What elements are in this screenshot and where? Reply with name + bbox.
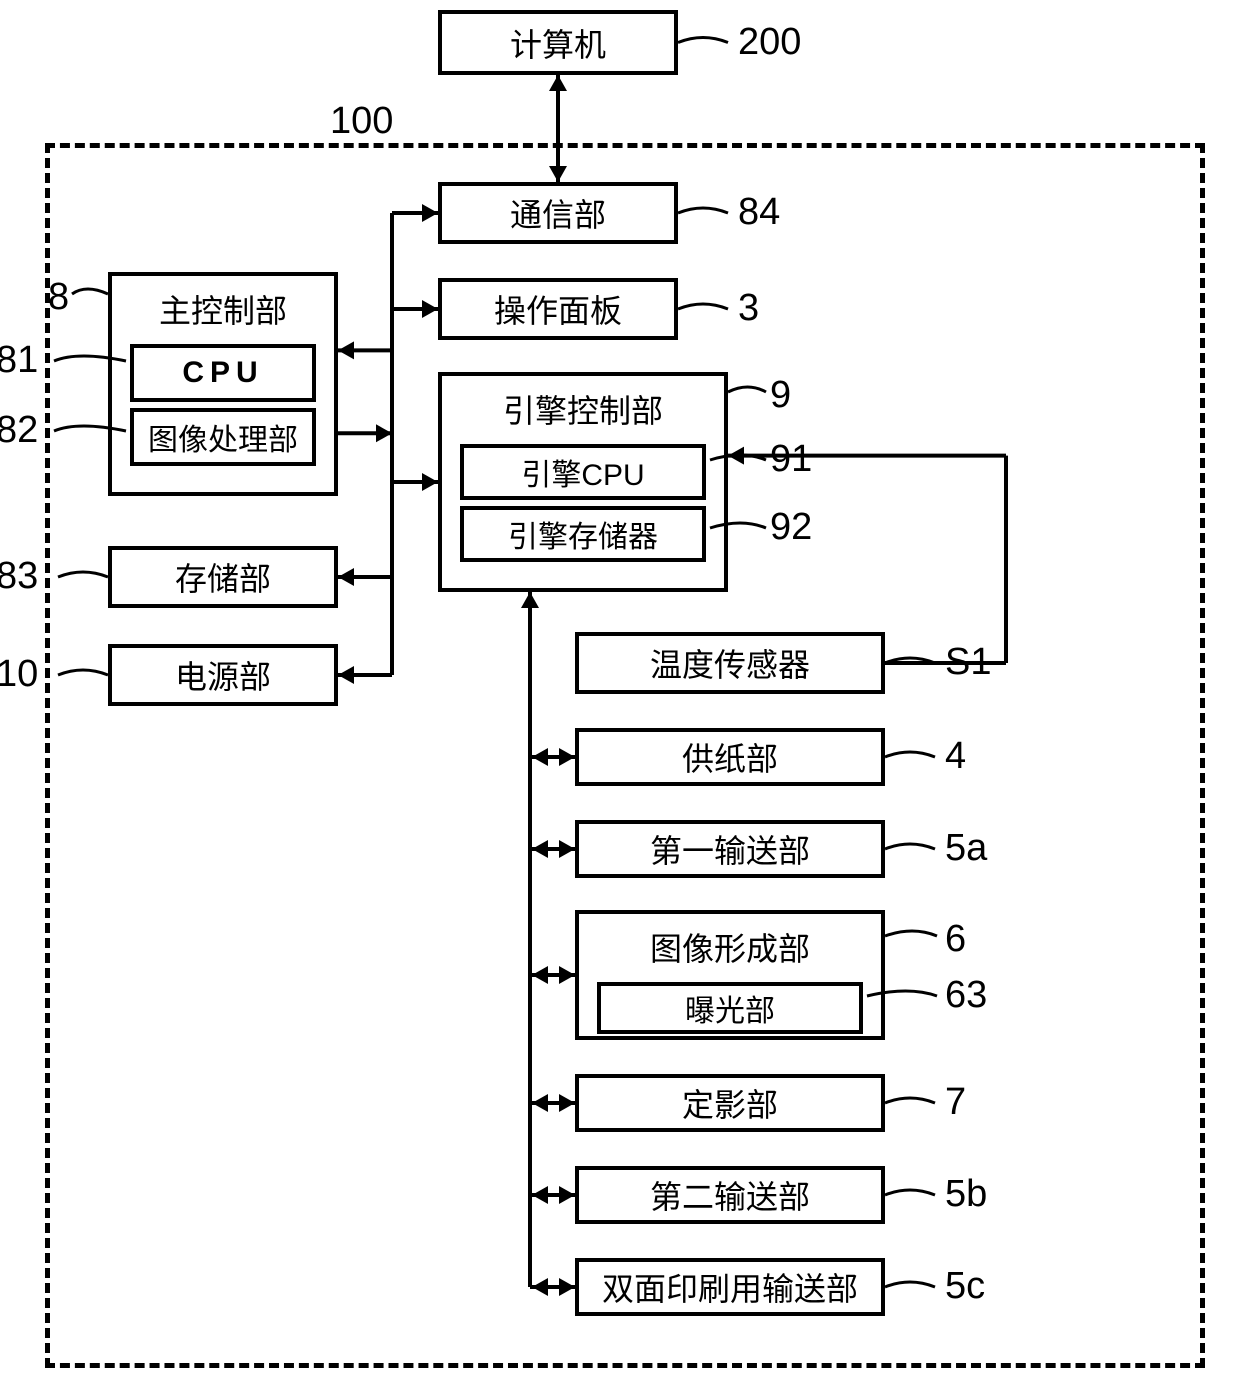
ref-label: 81 xyxy=(0,339,38,382)
ref-label: 6 xyxy=(945,918,966,961)
inner-block-main_ctrl-0: CPU xyxy=(130,344,316,402)
ref-label: 8 xyxy=(48,276,69,319)
ref-label: 83 xyxy=(0,555,38,598)
block-conv2: 第二输送部 xyxy=(575,1166,885,1224)
ref-label: 5c xyxy=(945,1265,985,1308)
ref-label: 9 xyxy=(770,374,791,417)
inner-block-engine_ctrl-1: 引擎存储器 xyxy=(460,506,706,562)
ref-label: 82 xyxy=(0,409,38,452)
block-comm: 通信部 xyxy=(438,182,678,244)
block-duplex: 双面印刷用输送部 xyxy=(575,1258,885,1316)
block-title: 图像形成部 xyxy=(579,914,881,976)
ref-label: 5b xyxy=(945,1173,987,1216)
block-paper: 供纸部 xyxy=(575,728,885,786)
ref-label: 3 xyxy=(738,287,759,330)
ref-label: 4 xyxy=(945,735,966,778)
block-storage: 存储部 xyxy=(108,546,338,608)
block-conv1: 第一输送部 xyxy=(575,820,885,878)
ref-label: 10 xyxy=(0,653,38,696)
ref-label: 63 xyxy=(945,974,987,1017)
inner-block-main_ctrl-1: 图像处理部 xyxy=(130,408,316,466)
block-panel: 操作面板 xyxy=(438,278,678,340)
ref-label: 84 xyxy=(738,191,780,234)
system-boundary-label: 100 xyxy=(330,100,393,143)
block-temp: 温度传感器 xyxy=(575,632,885,694)
inner-block-engine_ctrl-0: 引擎CPU xyxy=(460,444,706,500)
ref-label: 91 xyxy=(770,438,812,481)
block-main_ctrl: 主控制部 CPU 图像处理部 xyxy=(108,272,338,496)
block-title: 引擎控制部 xyxy=(442,376,724,438)
block-engine_ctrl: 引擎控制部引擎CPU 引擎存储器 xyxy=(438,372,728,592)
block-fix: 定影部 xyxy=(575,1074,885,1132)
block-computer: 计算机 xyxy=(438,10,678,75)
block-power: 电源部 xyxy=(108,644,338,706)
inner-block-imgform-0: 曝光部 xyxy=(597,982,863,1034)
ref-label: 7 xyxy=(945,1081,966,1124)
block-imgform: 图像形成部曝光部 xyxy=(575,910,885,1040)
ref-label: S1 xyxy=(945,641,991,684)
block-title: 主控制部 xyxy=(112,276,334,338)
ref-label: 200 xyxy=(738,21,801,64)
ref-label: 92 xyxy=(770,506,812,549)
diagram-canvas: 100 计算机通信部操作面板 主控制部 CPU 图像处理部 引擎控制部引擎CPU 引擎存储器… xyxy=(0,0,1240,1391)
ref-label: 5a xyxy=(945,827,987,870)
